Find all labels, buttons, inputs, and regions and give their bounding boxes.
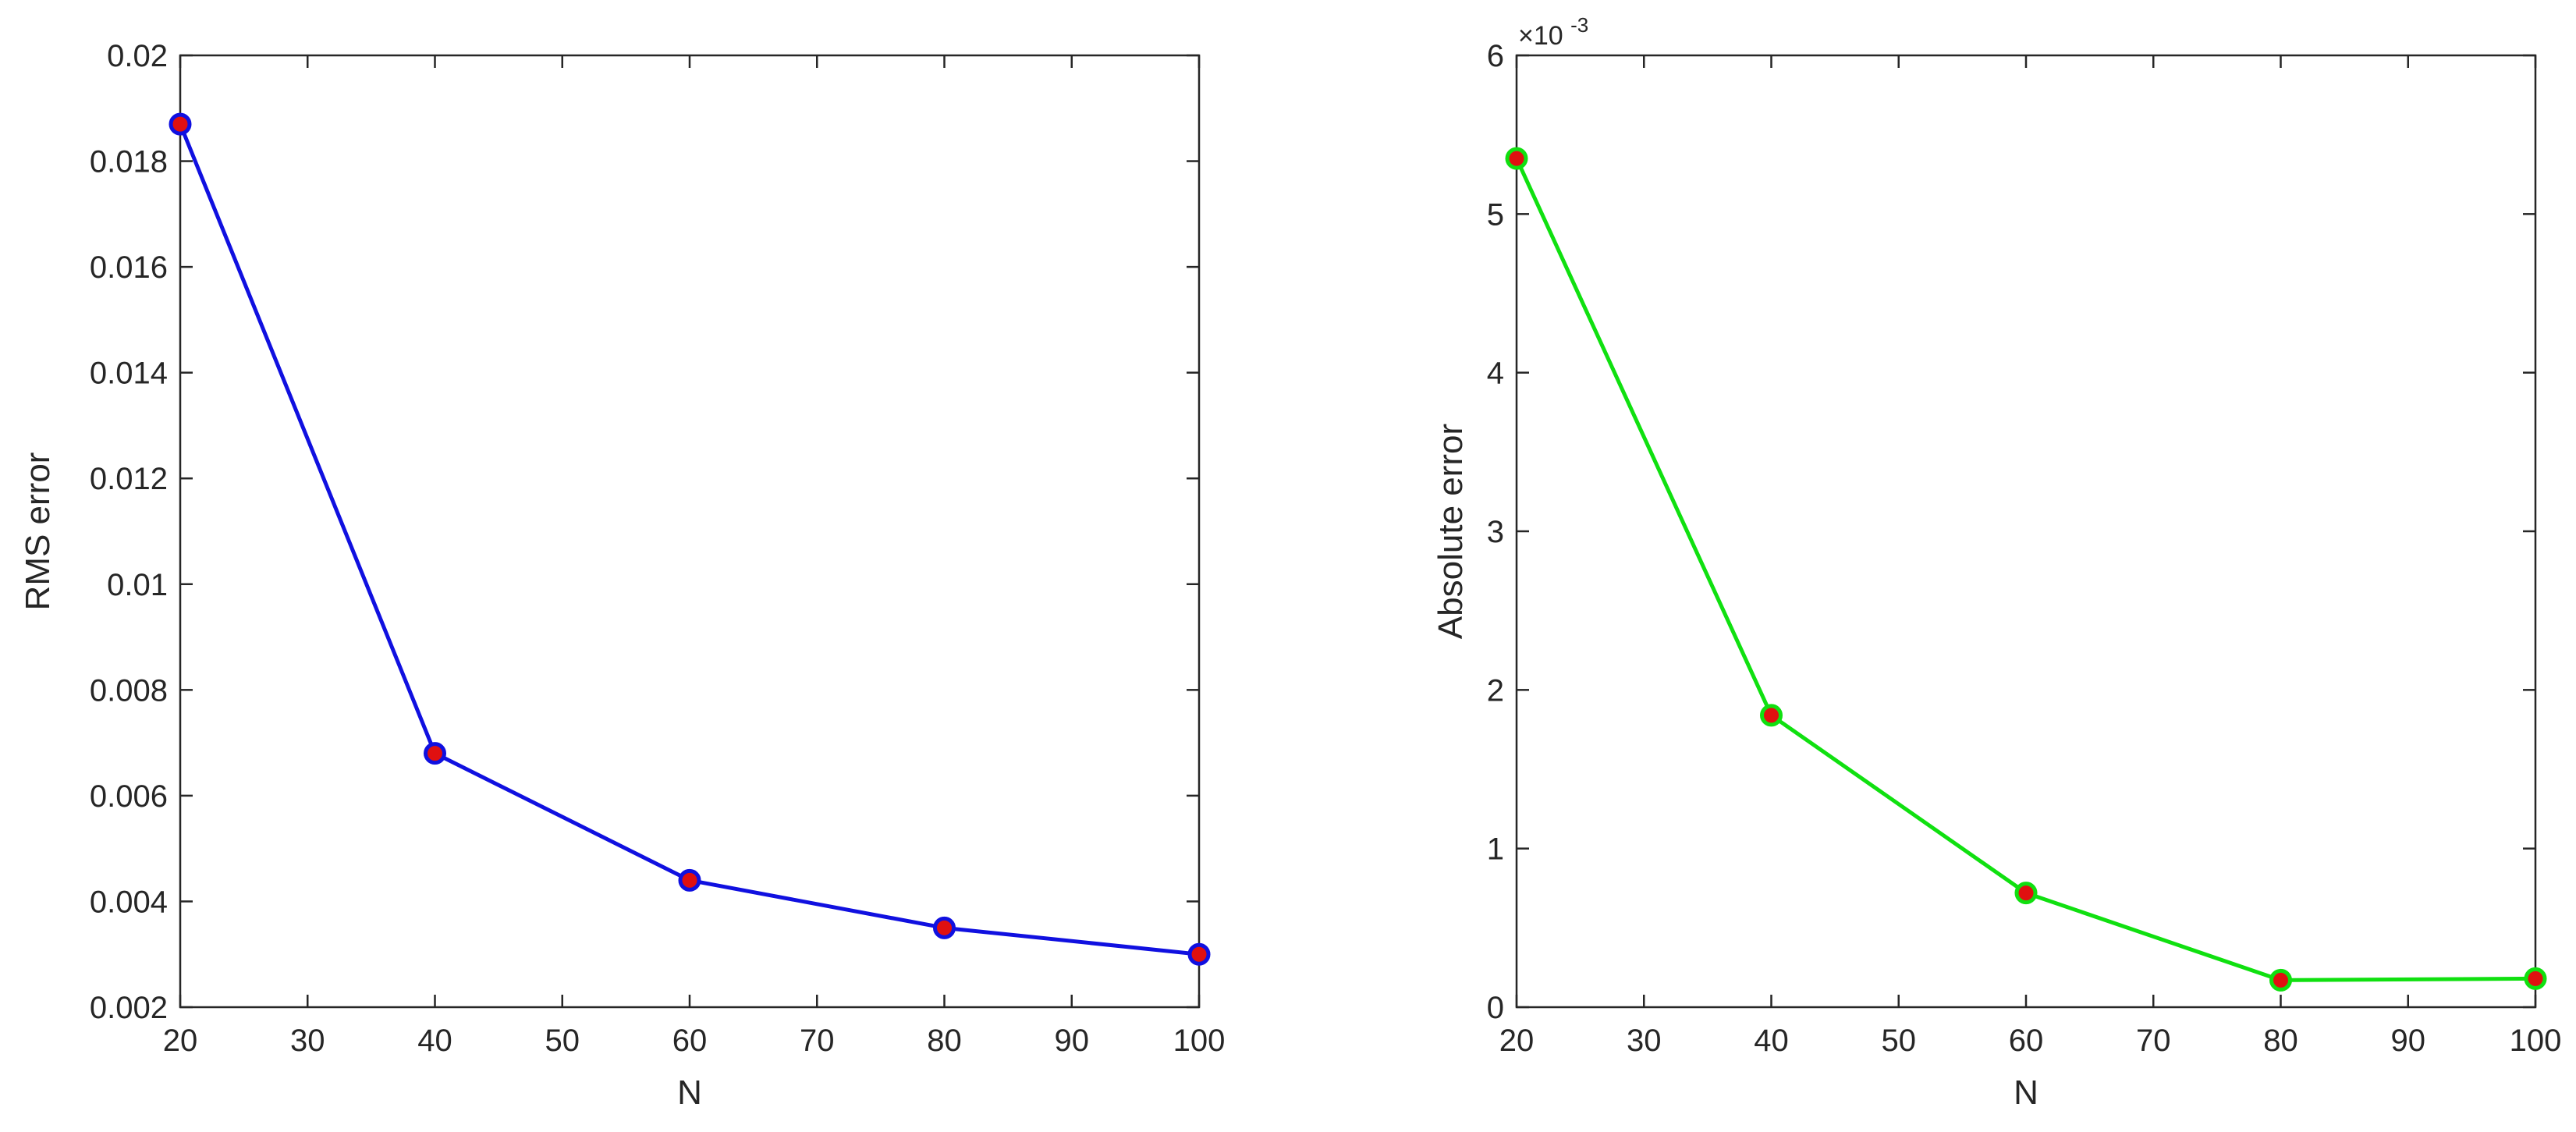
x-axis-label: N <box>677 1073 702 1112</box>
x-tick-label: 50 <box>545 1024 580 1058</box>
x-tick-label: 90 <box>2391 1024 2426 1058</box>
x-tick-label: 20 <box>163 1024 198 1058</box>
x-tick-label: 80 <box>927 1024 962 1058</box>
data-point <box>2524 967 2547 990</box>
exponent-base: ×10 <box>1518 21 1563 51</box>
data-point <box>678 868 701 892</box>
x-tick-label: 80 <box>2263 1024 2298 1058</box>
x-tick-label: 70 <box>2136 1024 2171 1058</box>
data-point <box>1505 147 1528 170</box>
x-tick-label: 30 <box>1627 1024 1662 1058</box>
absolute-error-chart: ×10 -3 20 30 40 50 60 70 80 90 100 0 1 2 3 4 5 6 N Absolu… <box>1432 13 2561 1112</box>
y-tick-label: 0.02 <box>107 39 168 73</box>
y-tick-label: 0.008 <box>90 673 168 708</box>
data-point <box>424 742 446 765</box>
y-tick-label: 0 <box>1487 991 1504 1025</box>
y-tick-label: 0.016 <box>90 250 168 285</box>
x-tick-label: 70 <box>800 1024 835 1058</box>
y-tick-label: 1 <box>1487 832 1504 867</box>
series-line <box>178 123 1200 956</box>
rms-error-chart: 20 30 40 50 60 70 80 90 100 0.002 0.004 0.006 0.008 0… <box>19 39 1225 1112</box>
x-tick-label: 30 <box>290 1024 325 1058</box>
y-tick-label: 0.01 <box>107 568 168 602</box>
exponent-label: ×10 -3 <box>1518 13 1588 51</box>
x-tick-label: 100 <box>1173 1024 1226 1058</box>
x-tick-label: 60 <box>2009 1024 2044 1058</box>
data-point <box>2269 968 2292 992</box>
y-axis-label: RMS error <box>19 452 57 611</box>
axes-box <box>1515 54 2537 1009</box>
series-line <box>1514 158 2536 982</box>
y-tick-label: 0.012 <box>90 462 168 496</box>
y-tick-label: 3 <box>1487 515 1504 549</box>
x-axis-label: N <box>2014 1073 2038 1112</box>
y-tick-label: 0.014 <box>90 357 168 391</box>
axes-box <box>179 54 1201 1009</box>
x-tick-label: 20 <box>1499 1024 1535 1058</box>
data-point <box>2014 882 2038 905</box>
y-tick-label: 0.002 <box>90 991 168 1025</box>
y-axis-label: Absolute error <box>1432 424 1470 639</box>
y-tick-label: 0.018 <box>90 145 168 179</box>
data-point <box>1187 942 1211 966</box>
x-tick-label: 50 <box>1882 1024 1917 1058</box>
y-tick-label: 2 <box>1487 673 1504 708</box>
x-tick-label: 40 <box>1754 1024 1789 1058</box>
data-point <box>169 112 192 136</box>
x-tick-label: 100 <box>2510 1024 2562 1058</box>
data-point <box>1760 704 1783 727</box>
y-tick-label: 0.004 <box>90 885 168 919</box>
y-tick-label: 4 <box>1487 357 1504 391</box>
data-point <box>933 916 956 939</box>
y-tick-label: 5 <box>1487 197 1504 232</box>
x-tick-label: 90 <box>1055 1024 1090 1058</box>
y-tick-label: 6 <box>1487 39 1504 73</box>
y-tick-label: 0.006 <box>90 779 168 814</box>
x-tick-label: 60 <box>672 1024 708 1058</box>
x-tick-label: 40 <box>417 1024 452 1058</box>
exponent-power: -3 <box>1570 13 1588 37</box>
